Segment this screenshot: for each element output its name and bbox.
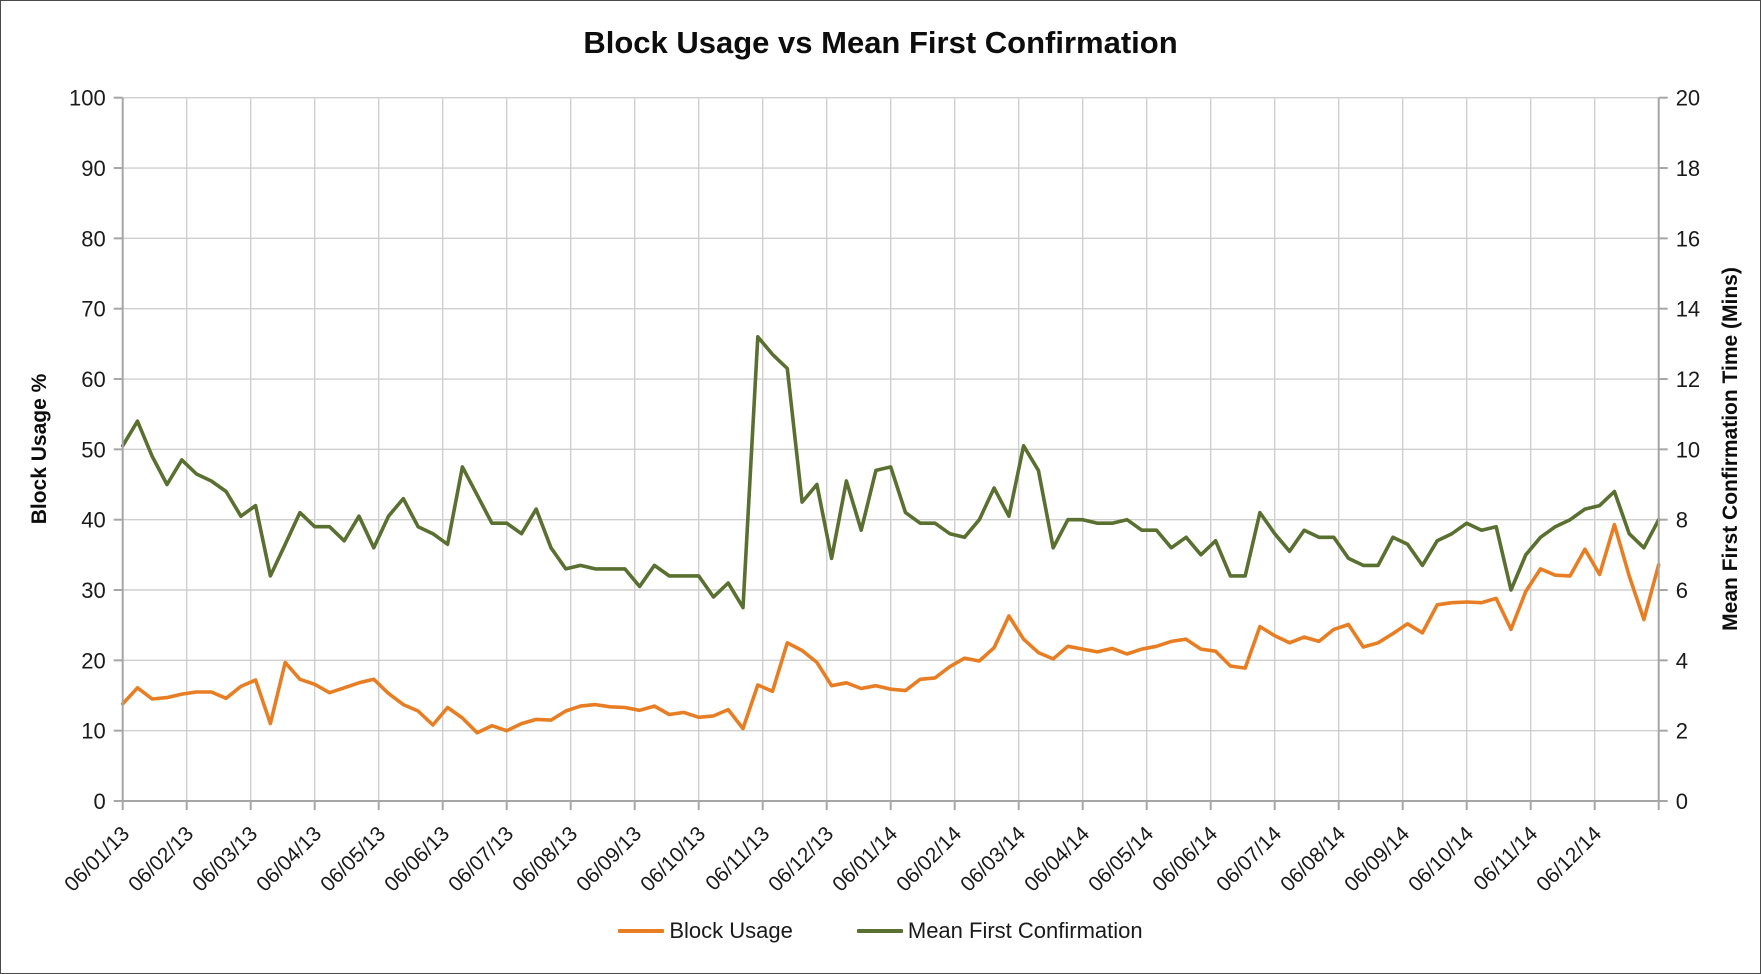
right-tick-label: 6 [1676, 578, 1688, 603]
y-tick-label: 10 [81, 719, 105, 744]
x-tick-label: 06/05/14 [1084, 822, 1158, 896]
x-tick-label: 06/10/13 [636, 822, 710, 896]
x-tick-label: 06/09/14 [1340, 822, 1414, 896]
legend-item-block-usage: Block Usage [618, 918, 793, 944]
label-layer: 0 10 20 30 40 50 60 70 80 90 100 0 2 4 6 8 10 12 14 16 18 20 0… [60, 86, 1700, 897]
right-axis-title: Mean First Confirmation Time (Mins) [1719, 267, 1742, 631]
mean-first-confirmation-line [120, 334, 1661, 610]
legend-item-mean-first-confirmation: Mean First Confirmation [856, 918, 1143, 944]
right-tick-label: 20 [1676, 86, 1700, 111]
y-tick-label: 100 [69, 86, 106, 111]
x-tick-label: 06/01/13 [60, 822, 134, 896]
legend-swatch-mean-first-confirmation [856, 929, 903, 933]
x-tick-label: 06/08/13 [508, 822, 582, 896]
grid-layer [122, 96, 1659, 801]
y-tick-label: 30 [81, 578, 105, 603]
x-tick-label: 06/06/13 [380, 822, 454, 896]
x-tick-label: 06/04/14 [1020, 822, 1094, 896]
legend-swatch-block-usage [618, 929, 665, 933]
right-tick-label: 8 [1676, 508, 1688, 533]
y-tick-label: 60 [81, 367, 105, 392]
x-tick-label: 06/02/13 [124, 822, 198, 896]
legend-label-block-usage: Block Usage [669, 918, 793, 943]
x-tick-label: 06/12/13 [764, 822, 838, 896]
x-tick-label: 06/05/13 [316, 822, 390, 896]
x-tick-label: 06/04/13 [252, 822, 326, 896]
x-tick-label: 06/02/14 [892, 822, 966, 896]
x-tick-label: 06/10/14 [1404, 822, 1478, 896]
x-tick-label: 06/12/14 [1532, 822, 1606, 896]
y-tick-label: 40 [81, 508, 105, 533]
legend-label-mean-first-confirmation: Mean First Confirmation [907, 918, 1143, 943]
y-tick-label: 80 [81, 226, 105, 251]
x-tick-label: 06/07/14 [1212, 822, 1286, 896]
legend: Block Usage Mean First Confirmation [1, 918, 1760, 944]
right-tick-label: 0 [1676, 789, 1688, 814]
right-tick-label: 18 [1676, 156, 1700, 181]
x-tick-label: 06/07/13 [444, 822, 518, 896]
x-tick-label: 06/09/13 [572, 822, 646, 896]
block-usage-line [120, 522, 1661, 735]
series-layer [120, 334, 1661, 735]
y-tick-label: 20 [81, 648, 105, 673]
right-tick-label: 12 [1676, 367, 1700, 392]
x-tick-label: 06/08/14 [1276, 822, 1350, 896]
x-tick-label: 06/01/14 [828, 822, 902, 896]
axis-layer [113, 96, 1668, 810]
x-tick-label: 06/11/14 [1469, 822, 1542, 895]
left-axis-title: Block Usage % [28, 373, 51, 524]
right-tick-label: 14 [1676, 297, 1700, 322]
x-tick-label: 06/06/14 [1148, 822, 1222, 896]
y-tick-label: 70 [81, 297, 105, 322]
chart-title: Block Usage vs Mean First Confirmation [583, 25, 1178, 60]
x-tick-label: 06/03/14 [956, 822, 1030, 896]
right-tick-label: 4 [1676, 648, 1688, 673]
y-tick-label: 0 [93, 789, 105, 814]
right-tick-label: 10 [1676, 437, 1700, 462]
right-tick-label: 2 [1676, 719, 1688, 744]
x-tick-label: 06/03/13 [188, 822, 262, 896]
y-tick-label: 90 [81, 156, 105, 181]
x-tick-label: 06/11/13 [701, 822, 774, 895]
right-tick-label: 16 [1676, 226, 1700, 251]
y-tick-label: 50 [81, 437, 105, 462]
